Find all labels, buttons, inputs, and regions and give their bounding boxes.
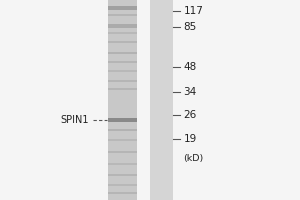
Bar [108,14,136,16]
Bar [108,174,136,176]
Bar [108,24,136,28]
Text: 34: 34 [184,87,197,97]
Text: 85: 85 [184,22,197,32]
Text: SPIN1: SPIN1 [60,115,88,125]
Bar [108,32,136,34]
Text: (kD): (kD) [184,154,204,163]
Bar [108,41,136,43]
Bar [150,0,172,200]
Text: 26: 26 [184,110,197,120]
Bar [108,163,136,165]
Bar [108,61,136,63]
Bar [108,70,136,72]
Bar [108,0,136,200]
Text: 117: 117 [184,6,203,16]
Text: 48: 48 [184,62,197,72]
Bar [108,139,136,141]
Bar [108,52,136,54]
Bar [108,6,136,10]
Bar [108,192,136,194]
Bar [108,184,136,186]
Bar [108,129,136,131]
Bar [108,80,136,82]
Bar [108,118,136,122]
Bar [108,151,136,153]
Bar [108,88,136,90]
Text: 19: 19 [184,134,197,144]
